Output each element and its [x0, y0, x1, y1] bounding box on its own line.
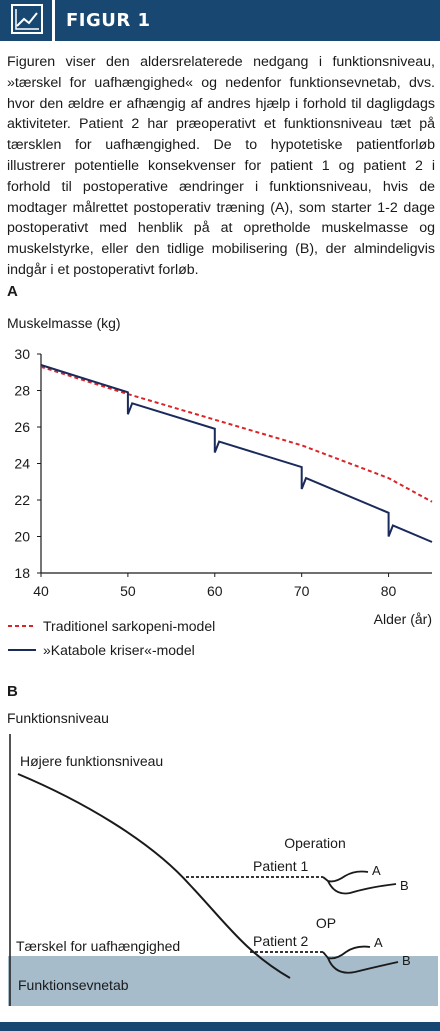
y-tick-label: 20: [14, 529, 30, 545]
patient-1-a-label: A: [372, 863, 381, 878]
high-function-label: Højere funktionsniveau: [20, 753, 163, 769]
y-tick-label: 18: [14, 565, 30, 581]
function-loss-band: [8, 956, 438, 1006]
patient-1-b-label: B: [400, 878, 409, 893]
figure-title: FIGUR 1: [66, 10, 151, 31]
axes: 18 20 22 24 26 28 30 40 50 60 70 80: [14, 346, 432, 599]
y-tick-label: 26: [14, 419, 30, 435]
header-divider: [52, 0, 55, 41]
x-tick-label: 70: [294, 583, 310, 599]
muscle-mass-chart: Muskelmasse (kg) 18 20 22 24 26 28 30 40 50 60 70 8…: [7, 315, 433, 658]
x-tick-label: 50: [120, 583, 136, 599]
legend-label-1: Traditionel sarkopeni-model: [43, 618, 215, 634]
patient-2-a-label: A: [374, 935, 383, 950]
legend: Traditionel sarkopeni-model »Katabole kri…: [8, 618, 215, 658]
y-axis-label: Muskelmasse (kg): [7, 315, 121, 331]
y-tick-label: 22: [14, 492, 30, 508]
y-tick-label: 24: [14, 456, 30, 472]
figure-header: FIGUR 1: [0, 0, 440, 41]
patient-1-curve-b: [327, 880, 397, 895]
series-line-1: [40, 365, 433, 503]
x-tick-label: 40: [33, 583, 49, 599]
series-line-2: [40, 364, 433, 543]
x-axis-label: Alder (år): [374, 611, 432, 627]
line-chart-icon: [11, 4, 43, 34]
function-level-diagram: Funktionsniveau Højere funktionsniveau O…: [7, 710, 438, 1006]
function-loss-label: Funktionsevnetab: [18, 977, 129, 993]
op-label: OP: [316, 915, 336, 931]
patient-2-curve-b: [327, 957, 399, 974]
patient-2-label: Patient 2: [253, 933, 308, 949]
series-group: [40, 364, 433, 543]
x-tick-label: 60: [207, 583, 223, 599]
patient-2-b-label: B: [402, 953, 411, 968]
footer-bar: [0, 1022, 440, 1031]
x-tick-label: 80: [381, 583, 397, 599]
patient-1-curve-a: [322, 870, 369, 883]
y-tick-label: 30: [14, 346, 30, 362]
panel-b-label: B: [7, 683, 18, 700]
patient-2-curve-a: [322, 945, 371, 960]
patient-1-label: Patient 1: [253, 858, 308, 874]
threshold-label: Tærskel for uafhængighed: [16, 938, 180, 954]
operation-label: Operation: [284, 835, 345, 851]
figure-caption: Figuren viser den aldersrelaterede nedga…: [7, 54, 435, 278]
decline-curve: [17, 773, 291, 979]
y-axis-label: Funktionsniveau: [7, 710, 109, 726]
legend-label-2: »Katabole kriser«-model: [43, 642, 195, 658]
y-tick-label: 28: [14, 383, 30, 399]
panel-a-label: A: [7, 283, 18, 300]
